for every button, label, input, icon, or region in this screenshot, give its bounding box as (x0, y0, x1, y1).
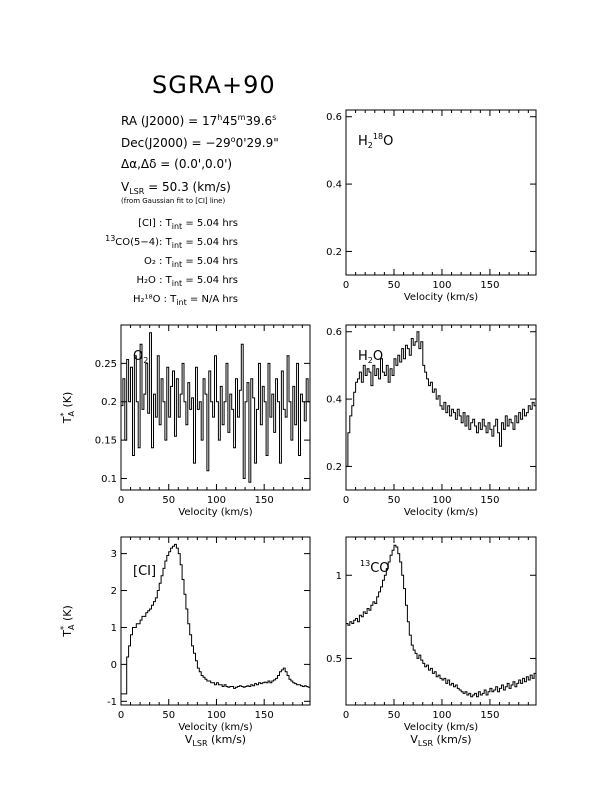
tint-row: H₂O : Tint = 5.04 hrs (136, 275, 238, 288)
x-tick-label: 100 (432, 495, 451, 506)
tint-row-label: O₂ : T (144, 256, 173, 267)
x-axis-label: Velocity (km/s) (404, 507, 478, 518)
x-tick-label: 100 (432, 710, 451, 721)
panel-o2: 0 50 100 150 0.1 0.15 0.2 0.25 Velocity (km/s) T*… (59, 324, 311, 518)
x-tick-label: 100 (207, 495, 226, 506)
y-tick-label: -1 (107, 697, 117, 708)
x-tick-label: 0 (118, 495, 124, 506)
y-tick-label: 0.4 (326, 395, 342, 406)
y-tick-label: 0.2 (326, 247, 342, 258)
x-axis-label: Velocity (km/s) (178, 507, 252, 518)
y-tick-label: 3 (111, 549, 117, 560)
panel-h2-18o: 0 50 100 150 0.2 0.4 0.6 Velocity (km/s) H218O (326, 109, 537, 303)
spectrum-line (121, 332, 311, 483)
plot-frame (120, 536, 311, 706)
offset-line: Δα,Δδ = (0.0',0.0') (121, 157, 232, 171)
tint-row-label: H₂O : T (136, 275, 172, 286)
tint-row-label: CO(5−4): T (115, 237, 172, 248)
x-tick-label: 0 (343, 710, 349, 721)
vlsr-note: (from Gaussian fit to [CI] line) (121, 197, 225, 205)
plot-frame (345, 109, 537, 276)
spectrum-line (346, 331, 537, 467)
y-tick-label: 0.4 (326, 180, 342, 191)
y-tick-label: 0.2 (101, 397, 117, 408)
panel-h2o: 0 50 100 150 0.2 0.4 0.6 Velocity (km/s) H2O (326, 324, 537, 518)
y-tick-label: 2 (111, 586, 117, 597)
x-tick-label: 100 (207, 710, 226, 721)
x-axis-label: Velocity (km/s) (404, 722, 478, 733)
x-tick-label: 0 (343, 495, 349, 506)
x-tick-label: 0 (118, 710, 124, 721)
tint-row-sub: int (176, 298, 186, 307)
tint-row-value: = 5.04 hrs (182, 275, 238, 286)
ra-line: RA (J2000) = 17h45m39.6s (121, 113, 276, 128)
plot-frame (120, 324, 311, 491)
y-tick-label: 0.25 (95, 359, 117, 370)
x-tick-label: 50 (388, 495, 401, 506)
tint-row-value: = 5.04 hrs (182, 237, 238, 248)
x-tick-label: 150 (480, 710, 499, 721)
species-label: 13CO (360, 559, 390, 576)
y-tick-label: 0.15 (95, 436, 117, 447)
x-tick-label: 150 (255, 495, 274, 506)
figure-title: SGRA+90 (152, 71, 276, 99)
tint-row-isotope: 13 (105, 234, 115, 243)
x-tick-label: 50 (388, 710, 401, 721)
x-tick-label: 150 (255, 710, 274, 721)
info-block: RA (J2000) = 17h45m39.6s Dec(J2000) = −2… (105, 113, 279, 307)
tint-row-sub: int (172, 279, 182, 288)
tint-row: [CI] : Tint = 5.04 hrs (138, 218, 238, 231)
tint-row-value: = 5.04 hrs (182, 218, 238, 229)
x-tick-label: 150 (480, 280, 499, 291)
tint-row-value: = N/A hrs (187, 294, 238, 305)
tint-row-label: [CI] : T (138, 218, 172, 229)
y-tick-label: 1 (111, 623, 117, 634)
y-tick-label: 0.2 (326, 462, 342, 473)
dec-line: Dec(J2000) = −29o0'29.9" (121, 135, 279, 150)
tint-row: H₂¹⁸O : Tint = N/A hrs (133, 294, 238, 307)
y-tick-label: 0.1 (101, 474, 117, 485)
species-label: H2O (358, 349, 383, 365)
y-axis-label: T*A (K) (59, 605, 76, 638)
x-tick-label: 150 (480, 495, 499, 506)
species-label: [CI] (133, 564, 156, 579)
y-tick-label: 0.6 (326, 327, 342, 338)
y-tick-label: 0.6 (326, 112, 342, 123)
tint-row-sub: int (172, 260, 182, 269)
x-tick-label: 50 (162, 710, 175, 721)
vlsr-line: VLSR = 50.3 (km/s) (121, 180, 231, 196)
x-axis-label-vlsr: VLSR (km/s) (185, 733, 246, 748)
spectrum-line (346, 544, 537, 698)
tint-row-sub: int (172, 222, 182, 231)
panel-13co: 0 50 100 150 0.5 1 Velocity (km/s)VLSR (km/s) 1… (326, 536, 537, 748)
x-tick-label: 100 (432, 280, 451, 291)
species-label: H218O (358, 132, 393, 150)
plot-frame (345, 536, 537, 706)
x-tick-label: 50 (162, 495, 175, 506)
x-axis-label-vlsr: VLSR (km/s) (410, 733, 471, 748)
x-axis-label: Velocity (km/s) (404, 292, 478, 303)
x-axis-label: Velocity (km/s) (178, 722, 252, 733)
y-tick-label: 0 (111, 660, 117, 671)
x-tick-label: 0 (343, 280, 349, 291)
plot-frame (345, 324, 537, 491)
y-tick-label: 0.5 (326, 654, 342, 665)
tint-row-sub: int (172, 241, 182, 250)
tint-row: 13CO(5−4): Tint = 5.04 hrs (105, 234, 238, 250)
species-label: O2 (133, 349, 148, 365)
y-tick-label: 1 (336, 571, 342, 582)
tint-row-label: H₂¹⁸O : T (133, 294, 177, 305)
y-axis-label: T*A (K) (59, 392, 76, 425)
spectrum-line (121, 543, 311, 695)
tint-row: O₂ : Tint = 5.04 hrs (144, 256, 238, 269)
x-tick-label: 50 (388, 280, 401, 291)
tint-row-value: = 5.04 hrs (182, 256, 238, 267)
